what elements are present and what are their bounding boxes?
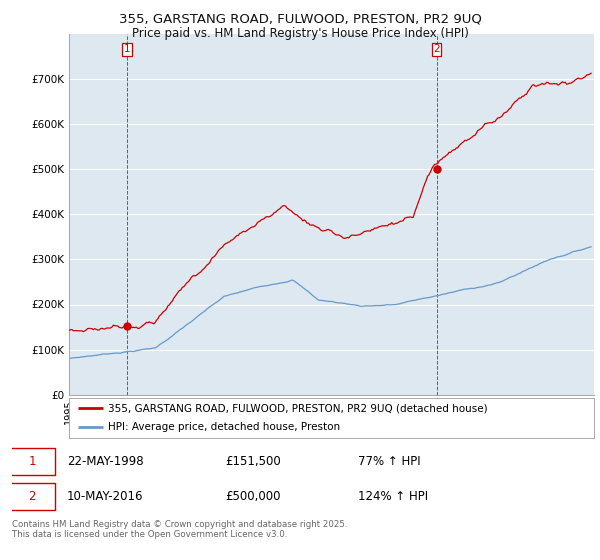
FancyBboxPatch shape (9, 483, 55, 510)
Text: Price paid vs. HM Land Registry's House Price Index (HPI): Price paid vs. HM Land Registry's House … (131, 27, 469, 40)
Text: 77% ↑ HPI: 77% ↑ HPI (358, 455, 420, 468)
Text: 2: 2 (433, 44, 440, 54)
Text: £151,500: £151,500 (225, 455, 281, 468)
Text: 1: 1 (124, 44, 131, 54)
Text: 355, GARSTANG ROAD, FULWOOD, PRESTON, PR2 9UQ (detached house): 355, GARSTANG ROAD, FULWOOD, PRESTON, PR… (109, 404, 488, 413)
Text: £500,000: £500,000 (225, 489, 281, 503)
Text: 22-MAY-1998: 22-MAY-1998 (67, 455, 143, 468)
Text: 1: 1 (28, 455, 36, 468)
Text: 355, GARSTANG ROAD, FULWOOD, PRESTON, PR2 9UQ: 355, GARSTANG ROAD, FULWOOD, PRESTON, PR… (119, 12, 481, 25)
Text: 2: 2 (28, 489, 36, 503)
Text: HPI: Average price, detached house, Preston: HPI: Average price, detached house, Pres… (109, 422, 341, 432)
Text: Contains HM Land Registry data © Crown copyright and database right 2025.
This d: Contains HM Land Registry data © Crown c… (12, 520, 347, 539)
Text: 124% ↑ HPI: 124% ↑ HPI (358, 489, 428, 503)
FancyBboxPatch shape (9, 448, 55, 475)
Text: 10-MAY-2016: 10-MAY-2016 (67, 489, 143, 503)
